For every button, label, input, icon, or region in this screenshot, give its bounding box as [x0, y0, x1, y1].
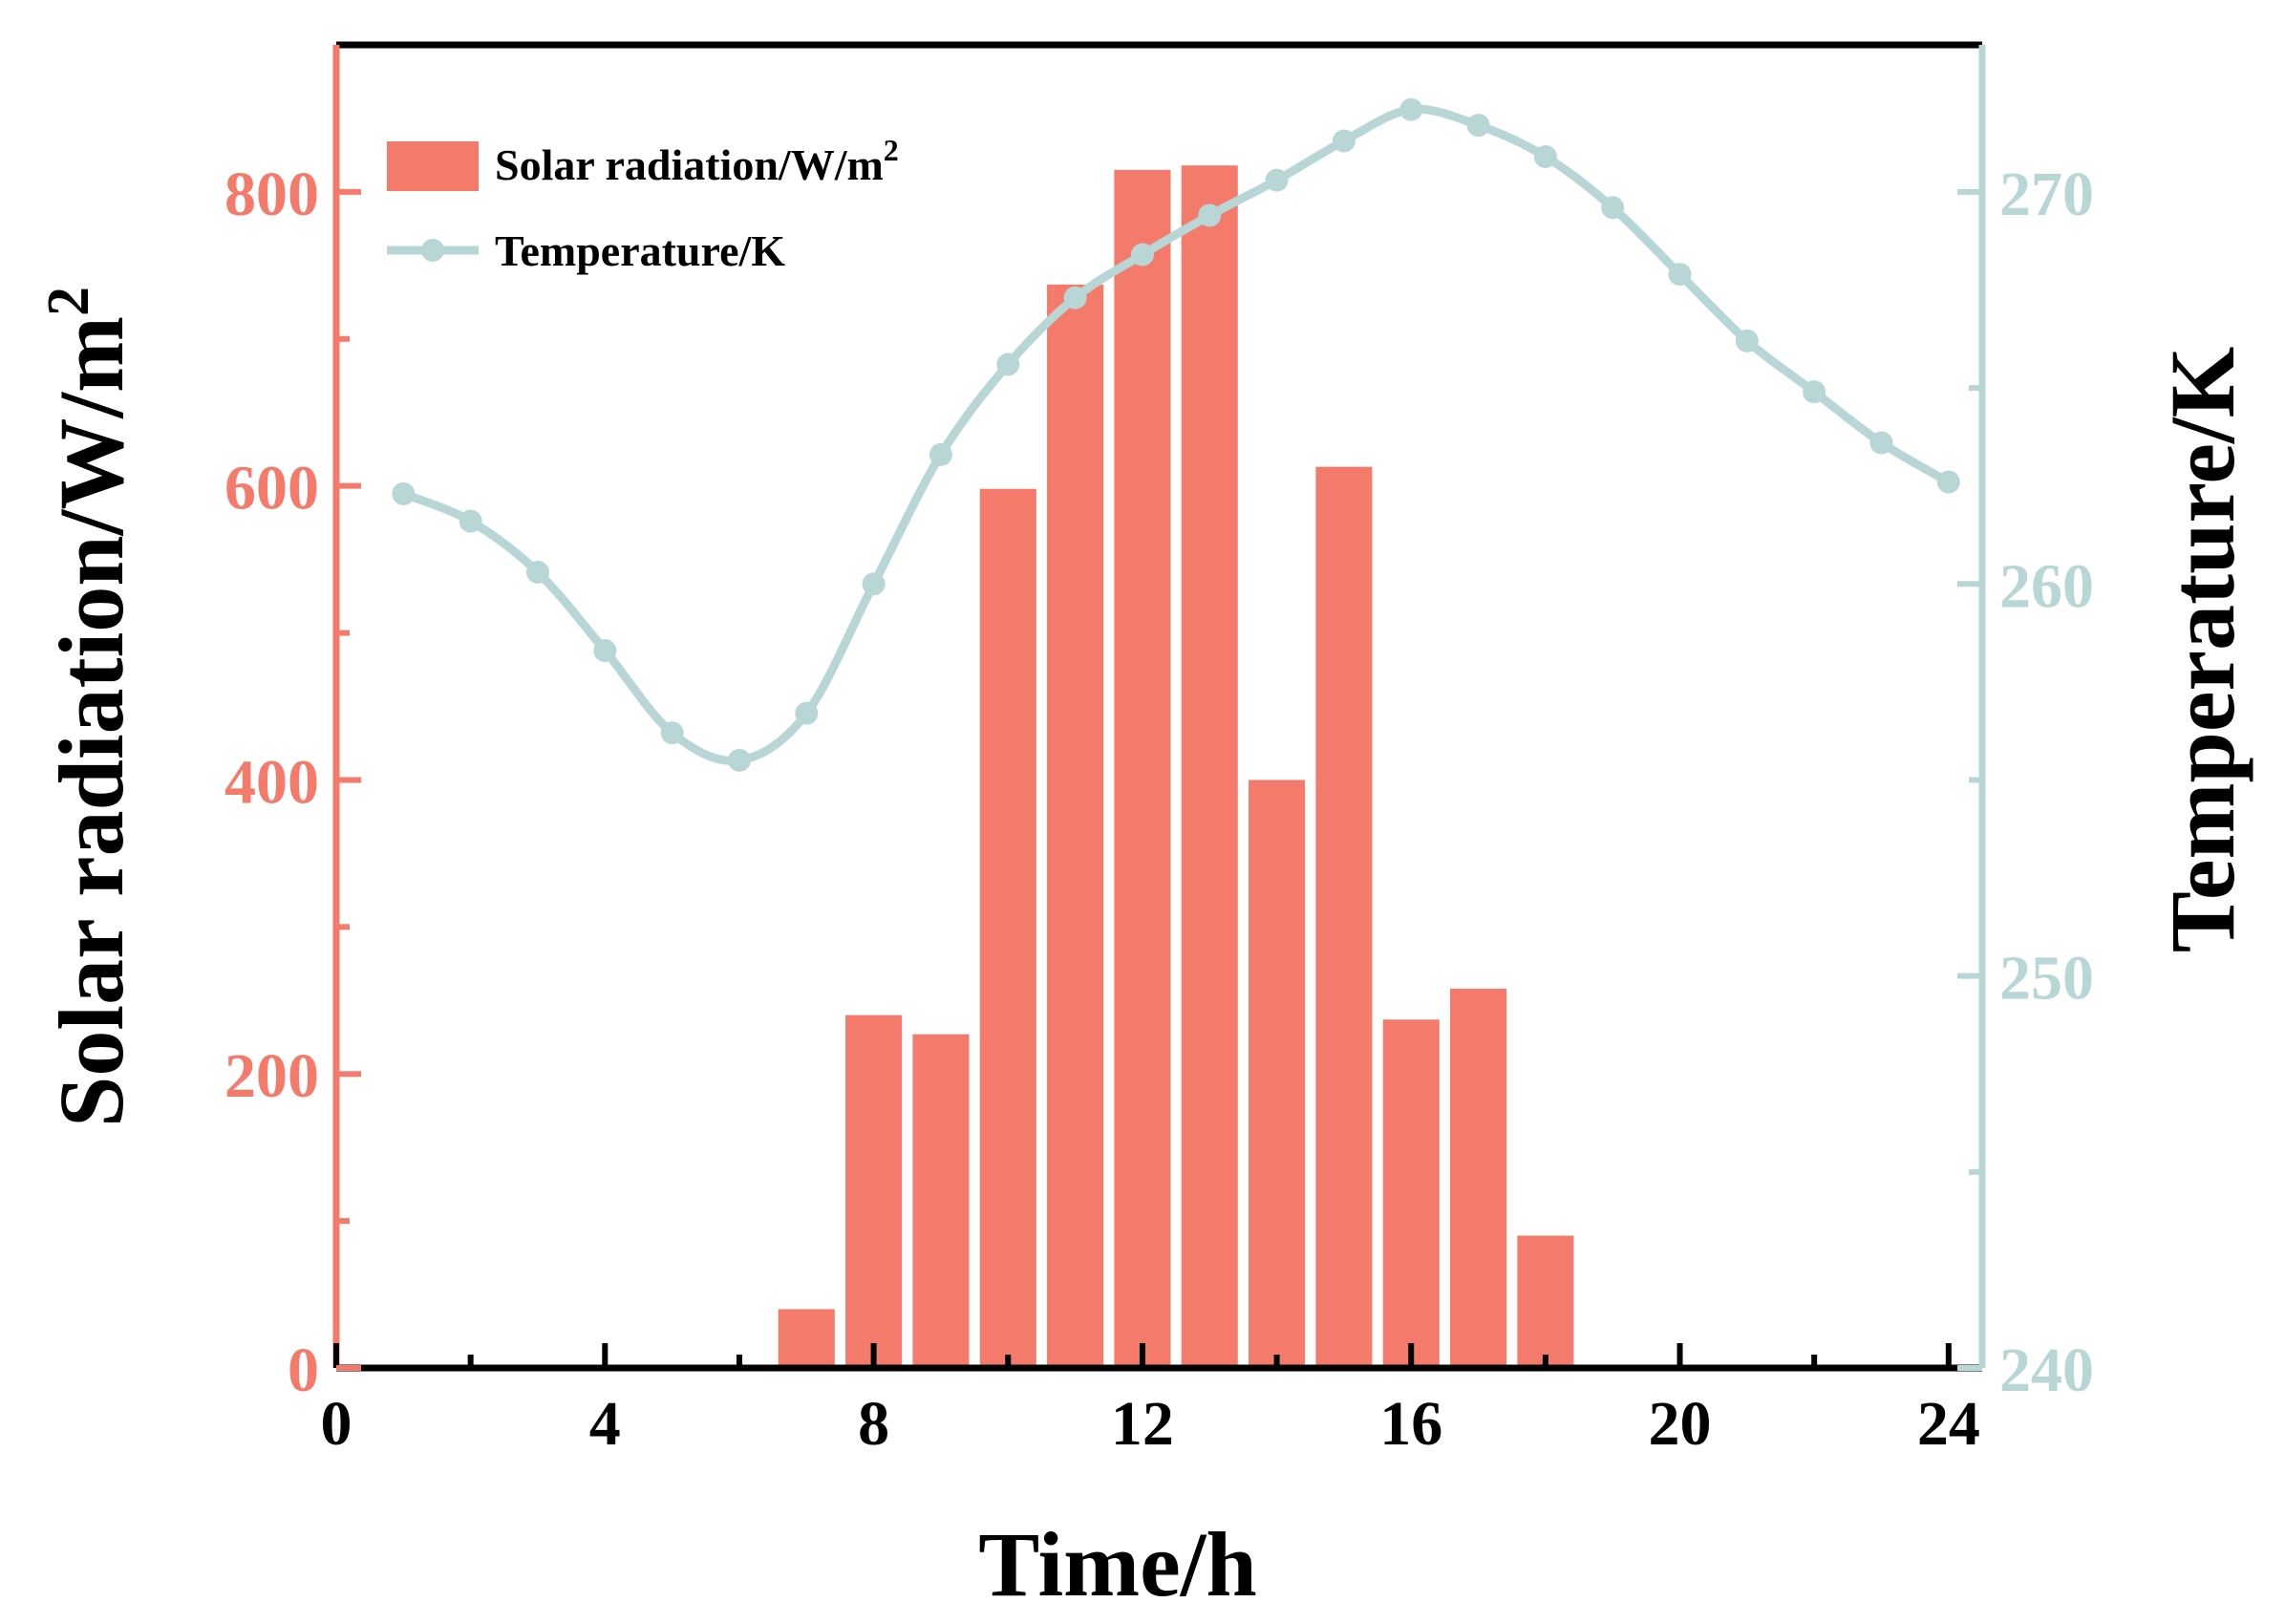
temperature-point: [996, 353, 1020, 376]
temperature-series: [392, 97, 1960, 772]
solar-bar: [912, 1034, 970, 1368]
legend-temperature-marker: [421, 239, 444, 262]
right-tick-label: 250: [1999, 944, 2094, 1014]
temperature-point: [1533, 144, 1557, 168]
legend-solar-label-superscript: 2: [884, 133, 899, 167]
right-axis-title: Temperature/K: [2151, 347, 2253, 953]
solar-bar: [1114, 169, 1171, 1369]
temperature-point: [392, 481, 416, 505]
x-axis-title: Time/h: [978, 1513, 1257, 1615]
x-axis-ticks: 0 4 8 12 16 20 24: [321, 1343, 1980, 1459]
temperature-point: [1869, 431, 1893, 455]
temperature-point: [1198, 203, 1222, 227]
temperature-point: [1803, 380, 1826, 404]
temperature-point: [727, 748, 751, 772]
solar-bar: [979, 488, 1036, 1368]
right-tick-label: 240: [1999, 1336, 2094, 1405]
right-tick-label: 260: [1999, 551, 2094, 621]
left-tick-label: 800: [224, 160, 319, 229]
x-tick-label: 12: [1111, 1389, 1174, 1459]
solar-radiation-bars: [778, 165, 1574, 1369]
right-tick-label: 270: [1999, 160, 2094, 229]
temperature-point: [929, 442, 952, 466]
legend-solar-label-text: Solar radiation/W/m: [495, 140, 884, 189]
x-tick-label: 4: [589, 1389, 621, 1459]
temperature-point: [1130, 243, 1154, 267]
temperature-point: [1735, 329, 1759, 353]
legend: Solar radiation/W/m2 Temperature/K: [387, 133, 899, 275]
solar-bar: [1450, 988, 1507, 1368]
solar-bar: [1517, 1235, 1574, 1368]
temperature-point: [1399, 97, 1423, 121]
temperature-point: [1265, 168, 1289, 192]
temperature-point: [1936, 470, 1960, 494]
legend-solar-label: Solar radiation/W/m2: [495, 133, 899, 189]
temperature-markers: [392, 97, 1960, 772]
temperature-point: [862, 572, 886, 596]
left-axis-title-text: Solar radiation/W/m: [40, 316, 142, 1127]
x-tick-label: 0: [321, 1389, 352, 1459]
temperature-point: [1466, 114, 1490, 138]
legend-temperature-label: Temperature/K: [495, 226, 785, 275]
temperature-point: [660, 721, 684, 745]
x-tick-label: 20: [1649, 1389, 1712, 1459]
right-axis-ticks: 240 250 260 270: [1957, 160, 2094, 1405]
temperature-point: [1668, 263, 1692, 287]
temperature-point: [1332, 129, 1356, 153]
solar-bar: [1181, 165, 1238, 1369]
left-tick-label: 0: [288, 1336, 319, 1405]
solar-bar: [845, 1015, 903, 1368]
x-tick-label: 8: [858, 1389, 889, 1459]
left-tick-label: 400: [224, 747, 319, 817]
temperature-point: [593, 639, 617, 663]
left-axis-ticks: 0 200 400 600 800: [224, 160, 361, 1405]
legend-solar-swatch: [387, 141, 479, 191]
temperature-point: [459, 509, 482, 533]
temperature-point: [525, 560, 549, 584]
solar-bar: [1382, 1019, 1440, 1368]
x-tick-label: 16: [1379, 1389, 1442, 1459]
x-tick-label: 24: [1917, 1389, 1980, 1459]
temperature-point: [1601, 196, 1625, 220]
temperature-point: [1063, 286, 1087, 310]
solar-bar: [1249, 780, 1306, 1368]
left-tick-label: 200: [224, 1041, 319, 1111]
solar-bar: [1047, 284, 1104, 1369]
solar-bar: [778, 1309, 835, 1368]
temperature-point: [795, 701, 819, 725]
left-tick-label: 600: [224, 454, 319, 524]
left-axis-title: Solar radiation/W/m2: [36, 287, 142, 1127]
left-axis-title-superscript: 2: [36, 287, 101, 316]
solar-bar: [1315, 466, 1373, 1368]
axes: 0 4 8 12 16 20 24 0 200 400 600 800 240 250 260 270: [224, 41, 2094, 1459]
